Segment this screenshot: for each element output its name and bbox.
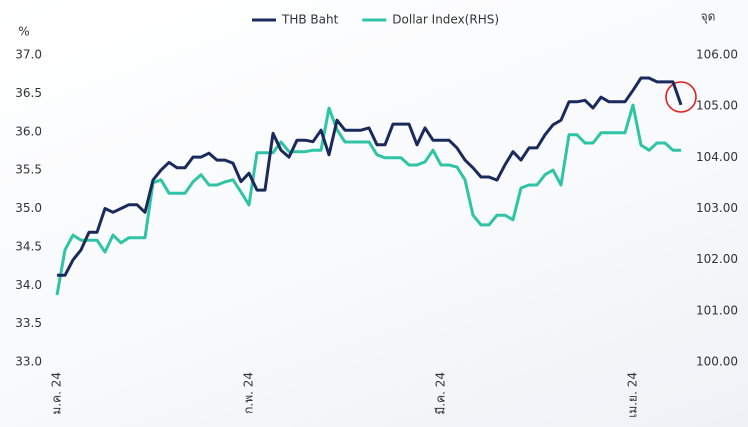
y-tick-label: 34.0 [15, 278, 42, 292]
x-tick-label: ม.ค. 24 [50, 372, 64, 415]
y-axis-title: % [18, 25, 29, 39]
y-tick-label: 34.5 [15, 239, 42, 253]
y2-tick-label: 105.00 [696, 99, 738, 113]
y2-tick-label: 101.00 [696, 303, 738, 317]
legend-label: Dollar Index(RHS) [392, 13, 499, 27]
y-tick-label: 36.0 [15, 124, 42, 138]
y2-axis-title: จุด [701, 10, 716, 25]
y2-tick-label: 106.00 [696, 48, 738, 62]
x-tick-label: ก.พ. 24 [242, 372, 256, 414]
x-tick-label: เม.ย. 24 [626, 372, 640, 418]
legend-label: THB Baht [281, 13, 339, 27]
highlight-circle [665, 81, 697, 113]
y2-tick-label: 104.00 [696, 150, 738, 164]
y-tick-label: 37.0 [15, 48, 42, 62]
x-tick-label: มี.ค. 24 [434, 372, 448, 415]
series-line [55, 103, 681, 296]
y-tick-label: 33.0 [15, 355, 42, 369]
series-line [57, 76, 683, 277]
y-tick-label: 35.0 [15, 201, 42, 215]
y-tick-label: 35.5 [15, 163, 42, 177]
y2-tick-label: 100.00 [696, 355, 738, 369]
y2-tick-label: 102.00 [696, 252, 738, 266]
y-tick-label: 33.5 [15, 316, 42, 330]
y-tick-label: 36.5 [15, 86, 42, 100]
y2-tick-label: 103.00 [696, 201, 738, 215]
